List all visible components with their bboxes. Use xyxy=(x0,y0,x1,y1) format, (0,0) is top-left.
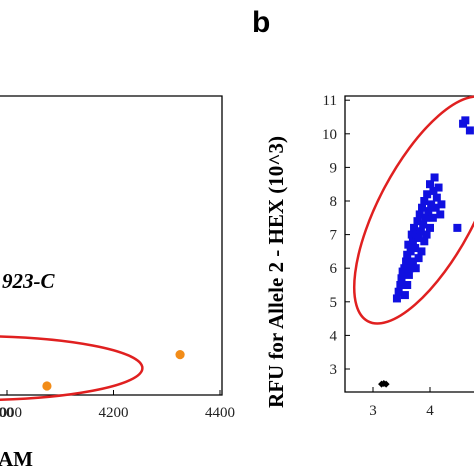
panel-b-point xyxy=(453,223,462,232)
panel-b-point xyxy=(406,264,415,273)
panel-b-x-tick-label: 4 xyxy=(426,403,434,419)
panel-b-point xyxy=(417,247,426,256)
panel-a-frame xyxy=(0,95,223,396)
panel-b-point xyxy=(408,257,417,266)
panel-b-y-tick-label: 5 xyxy=(330,295,338,311)
panel-b-point xyxy=(400,291,409,300)
panel-b-point xyxy=(420,237,429,246)
panel-a-x-tick-label: 4200 xyxy=(99,405,129,421)
panel-b-point xyxy=(465,126,474,135)
panel-b-point xyxy=(414,233,423,242)
panel-a-x-tick-labels: 00 4000 4200 4400 xyxy=(0,405,235,421)
panel-b-y-tick-label: 3 xyxy=(330,362,338,378)
panel-b-point xyxy=(403,281,412,289)
panel-b-ntc-point xyxy=(382,380,390,388)
panel-a-points xyxy=(42,350,185,391)
panel-b-y-tick-label: 8 xyxy=(330,194,338,210)
panel-a-x-tick-label: 4000 xyxy=(0,405,22,421)
panel-a-genotype-ellipse xyxy=(0,335,144,401)
panel-b-point xyxy=(427,200,436,209)
panel-b-point xyxy=(415,210,424,219)
panel-b-point xyxy=(426,180,434,189)
panel-b-point xyxy=(413,217,422,226)
panel-b-y-ticks: 3 4 5 6 7 8 9 10 11 xyxy=(322,93,350,378)
panel-b-x-tick-label: 3 xyxy=(369,403,377,419)
panel-b-point xyxy=(432,193,441,202)
panel-b-point xyxy=(404,240,413,249)
panel-b-point xyxy=(397,274,406,283)
panel-a-point xyxy=(175,350,185,360)
panel-b-point xyxy=(392,294,401,303)
panel-b-point xyxy=(437,200,446,209)
panel-b-point xyxy=(434,183,443,192)
panel-b: b RFU for Allele 2 - HEX (10^3) 34567891… xyxy=(252,6,474,419)
panel-b-point xyxy=(424,207,433,216)
panel-b-y-tick-label: 4 xyxy=(330,328,338,344)
panel-b-point xyxy=(428,213,437,222)
panel-b-point xyxy=(411,264,420,273)
panel-b-letter: b xyxy=(252,6,270,39)
panel-b-genotype-ellipse xyxy=(352,95,474,325)
panel-b-point xyxy=(461,116,470,125)
panel-b-point xyxy=(404,270,413,279)
panel-b-point xyxy=(410,223,419,232)
panel-b-y-tick-label: 6 xyxy=(330,261,338,277)
panel-b-point xyxy=(402,257,411,266)
panel-b-point xyxy=(400,264,409,273)
panel-b-point xyxy=(416,227,425,236)
panel-b-y-axis-title: RFU for Allele 2 - HEX (10^3) xyxy=(264,136,288,408)
panel-b-point xyxy=(426,223,434,232)
panel-b-point xyxy=(408,237,417,246)
panel-b-point xyxy=(406,247,415,256)
panel-b-point xyxy=(418,203,427,212)
panel-b-y-tick-label: 9 xyxy=(330,160,338,176)
panel-b-point xyxy=(422,230,431,239)
panel-b-point xyxy=(436,210,445,219)
panel-b-point xyxy=(421,213,430,222)
panel-b-point xyxy=(430,173,439,182)
panel-b-point xyxy=(407,230,416,239)
panel-b-points xyxy=(392,116,474,303)
panel-a-point xyxy=(42,381,52,391)
panel-b-point xyxy=(411,244,420,253)
panel-b-point xyxy=(423,190,432,199)
panel-b-frame xyxy=(344,95,474,393)
panel-b-point xyxy=(429,186,438,195)
panel-a-x-ticks xyxy=(6,390,221,395)
panel-b-y-tick-label: 11 xyxy=(323,93,337,109)
panel-b-point xyxy=(414,254,423,263)
panel-b-point xyxy=(431,203,440,212)
panel-a-x-axis-title: AM xyxy=(0,447,33,471)
panel-b-point xyxy=(394,287,403,296)
panel-b-point xyxy=(396,281,405,289)
panel-b-point xyxy=(420,197,429,205)
panel-b-y-tick-label: 10 xyxy=(322,127,337,143)
panel-b-y-tick-label: 7 xyxy=(330,228,338,244)
panel-a-x-tick-label: 4400 xyxy=(205,405,235,421)
panel-a-x-tick-label-partial: 00 xyxy=(0,405,14,421)
panel-b-point xyxy=(419,220,428,229)
panel-a-annotation: 923-C xyxy=(2,269,55,293)
panel-b-ntc-points xyxy=(378,379,390,388)
panel-a: 00 4000 4200 4400 923-C AM xyxy=(0,95,235,471)
